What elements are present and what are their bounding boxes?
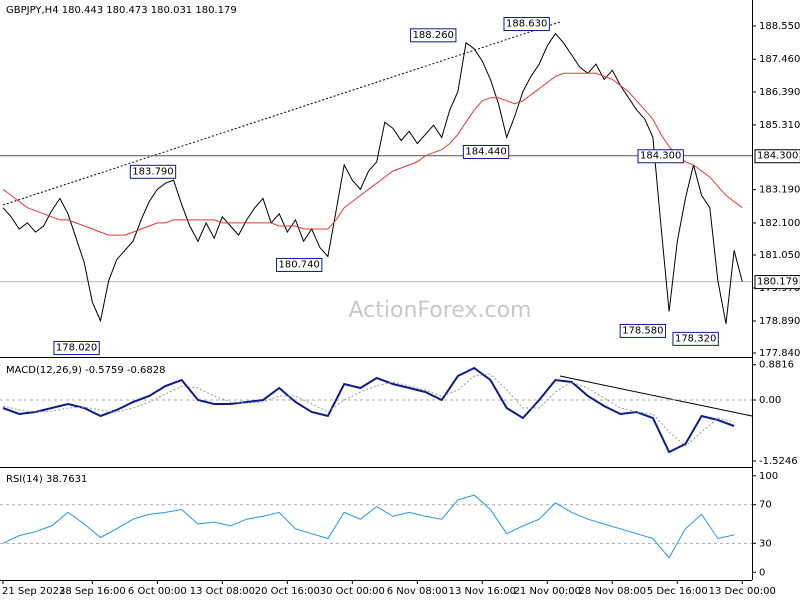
y-tick-label: 185.310 — [759, 120, 800, 131]
y-tick-label: -1.5246 — [759, 456, 798, 467]
price-annotation: 188.630 — [506, 19, 547, 30]
price-annotation: 180.740 — [279, 259, 320, 270]
series-line — [2, 373, 735, 447]
trend-line — [559, 375, 753, 417]
watermark: ActionForex.com — [349, 298, 532, 323]
y-tick-label: 0.8816 — [759, 360, 794, 371]
y-tick-label: 182.100 — [759, 218, 800, 229]
panel-title: RSI(14) 38.7631 — [6, 474, 87, 485]
price-annotation: 184.440 — [465, 146, 506, 157]
label-box — [129, 164, 177, 179]
x-tick-label: 6 Oct 00:00 — [128, 586, 187, 597]
y-tick-label: 177.840 — [759, 348, 800, 359]
x-tick-label: 13 Dec 00:00 — [709, 586, 776, 597]
price-annotation: 178.320 — [675, 333, 716, 344]
label-box — [53, 341, 100, 356]
price-line-label: 184.300 — [757, 151, 798, 162]
y-tick-label: 178.890 — [759, 316, 800, 327]
y-tick-label: 0.00 — [759, 395, 781, 406]
y-tick-label: 30 — [759, 538, 772, 549]
label-box — [276, 257, 323, 272]
x-tick-label: 21 Nov 00:00 — [514, 586, 581, 597]
y-tick-label: 181.050 — [759, 250, 800, 261]
x-tick-label: 5 Dec 16:00 — [647, 586, 708, 597]
y-tick-label: 70 — [759, 500, 772, 511]
price-annotation: 183.790 — [132, 166, 173, 177]
y-tick-label: 187.460 — [759, 54, 800, 65]
x-tick-label: 28 Sep 16:00 — [59, 586, 126, 597]
price-annotation: 178.580 — [622, 325, 663, 336]
x-tick-label: 13 Oct 08:00 — [190, 586, 255, 597]
x-tick-label: 28 Nov 08:00 — [579, 586, 646, 597]
label-box — [637, 149, 684, 164]
price-line-label: 180.179 — [757, 277, 798, 288]
y-tick-label: 188.550 — [759, 21, 800, 32]
x-tick-label: 21 Sep 2023 — [2, 586, 65, 597]
y-tick-label: 183.190 — [759, 185, 800, 196]
series-line — [2, 32, 743, 324]
x-tick-label: 20 Oct 16:00 — [255, 586, 320, 597]
label-box — [754, 149, 800, 164]
label-box — [462, 144, 510, 159]
y-tick-label: 0 — [759, 567, 765, 578]
price-annotation: 178.020 — [56, 343, 97, 354]
label-box — [619, 323, 667, 338]
trend-line — [2, 21, 561, 206]
label-box — [672, 331, 719, 346]
label-box — [754, 275, 800, 290]
price-annotation: 188.260 — [413, 30, 454, 41]
series-line — [2, 366, 735, 454]
panel-title: MACD(12,26,9) -0.5759 -0.6828 — [6, 365, 166, 376]
label-box — [410, 28, 457, 43]
panel-title: GBPJPY,H4 180.443 180.473 180.031 180.17… — [6, 5, 237, 16]
y-tick-label: 186.390 — [759, 87, 800, 98]
series-line — [2, 72, 743, 236]
x-tick-label: 30 Oct 00:00 — [320, 586, 385, 597]
price-annotation: 184.300 — [640, 151, 681, 162]
x-tick-label: 13 Nov 16:00 — [449, 586, 516, 597]
series-line — [2, 494, 735, 559]
y-tick-label: 100 — [759, 471, 778, 482]
label-box — [503, 17, 550, 32]
x-tick-label: 6 Nov 08:00 — [387, 586, 448, 597]
